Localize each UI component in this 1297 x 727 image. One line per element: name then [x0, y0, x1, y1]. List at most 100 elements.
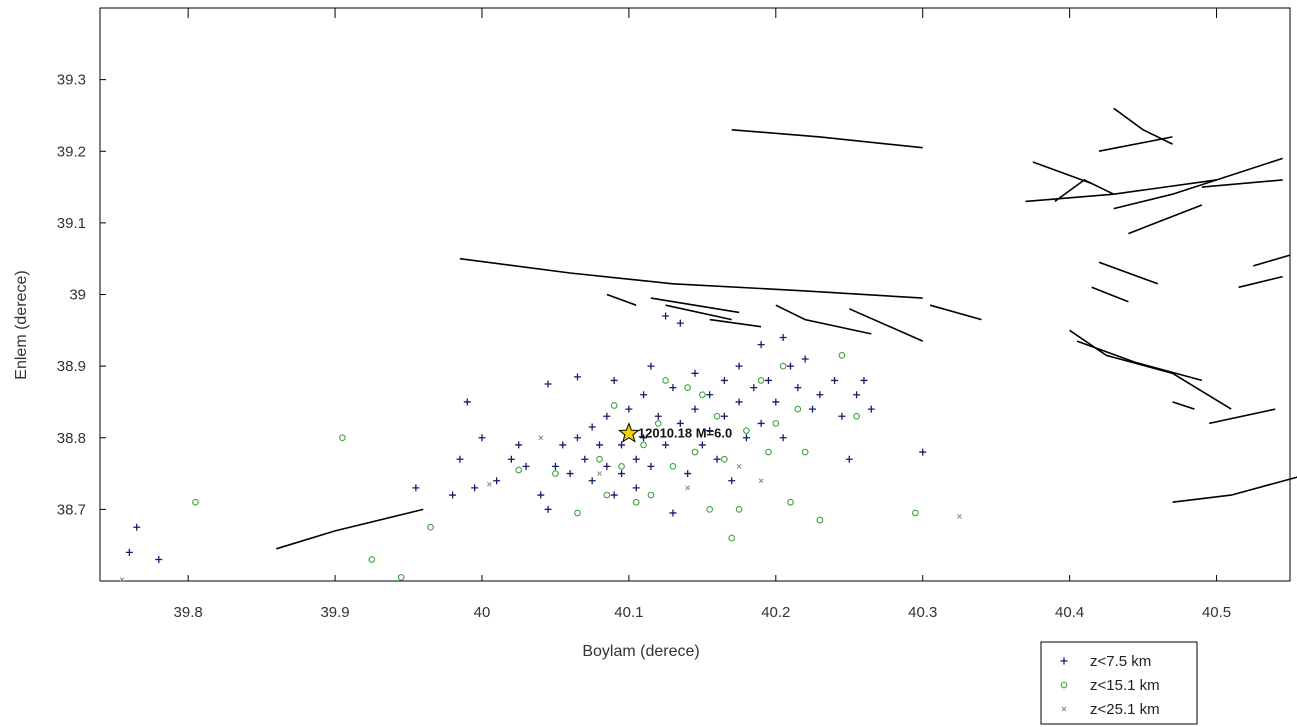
point-plus-36	[647, 362, 655, 370]
point-plus-29	[618, 441, 626, 449]
point-plus-15	[544, 380, 552, 388]
point-x-0	[119, 577, 125, 582]
point-plus-33	[632, 484, 640, 492]
point-plus-2	[155, 556, 163, 564]
point-plus-17	[559, 441, 567, 449]
point-plus-62	[772, 398, 780, 406]
point-plus-7	[471, 484, 479, 492]
fault-line-17	[1128, 204, 1203, 235]
point-plus-42	[669, 509, 677, 517]
fault-line-7	[848, 308, 924, 342]
point-plus-27	[610, 376, 618, 384]
fault-line-21	[1076, 340, 1203, 382]
point-circle-29	[772, 420, 780, 427]
point-circle-7	[574, 509, 581, 517]
mainshock-marker: 12010.18 M=6.0	[618, 422, 732, 443]
fault-line-14	[1113, 107, 1173, 145]
point-circle-30	[779, 362, 787, 370]
point-circle-14	[647, 491, 655, 499]
point-circle-11	[618, 463, 625, 470]
y-tick-label-4: 39.1	[57, 215, 86, 232]
legend: z<7.5 km z<15.1 km z<25.1 km	[1040, 641, 1198, 725]
fault-line-22	[1209, 408, 1276, 425]
point-plus-22	[588, 477, 596, 485]
point-circle-1	[339, 434, 346, 442]
point-plus-31	[625, 405, 633, 413]
fault-line-2	[606, 293, 637, 306]
legend-entry-0: z<7.5 km	[1090, 653, 1151, 670]
point-circle-15	[654, 420, 662, 427]
point-plus-20	[573, 373, 581, 381]
axis-ticks: 39.8 39.9 40 40.1 40.2 40.3 40.4 40.5 38.7 38.8 38…	[57, 8, 1231, 621]
point-plus-4	[449, 491, 457, 499]
point-circle-13	[640, 441, 647, 449]
point-plus-37	[647, 462, 655, 470]
fault-line-11	[1054, 178, 1115, 203]
point-plus-73	[853, 391, 861, 399]
point-circle-3	[397, 574, 405, 581]
x-tick-label-0: 39.8	[174, 604, 203, 621]
earthquake-points	[119, 312, 962, 582]
fault-lines	[276, 107, 1297, 550]
point-x-7	[957, 514, 962, 519]
point-plus-5	[456, 455, 464, 463]
point-plus-19	[573, 434, 581, 442]
point-circle-21	[706, 506, 714, 513]
x-tick-label-1: 39.9	[320, 604, 349, 621]
point-x-6	[758, 478, 764, 484]
point-circle-28	[765, 448, 772, 456]
point-plus-23	[588, 423, 596, 431]
point-plus-55	[735, 362, 743, 370]
point-plus-49	[706, 391, 714, 399]
point-plus-47	[691, 369, 699, 377]
y-tick-label-2: 38.9	[57, 358, 86, 375]
x-tick-label-5: 40.3	[908, 604, 937, 621]
point-x-4	[685, 485, 691, 491]
fault-line-3	[650, 297, 740, 314]
legend-marker-circle	[1060, 681, 1068, 689]
point-x-5	[736, 464, 742, 469]
point-plus-69	[816, 391, 824, 399]
fault-line-12	[1032, 161, 1092, 185]
point-x-1	[486, 481, 492, 487]
point-plus-6	[463, 398, 471, 406]
point-plus-45	[684, 470, 692, 478]
fault-line-9	[731, 129, 923, 149]
point-plus-25	[603, 462, 611, 470]
point-plus-74	[860, 376, 868, 384]
point-plus-1	[133, 523, 141, 531]
point-circle-10	[610, 402, 618, 409]
point-circle-32	[794, 405, 802, 413]
point-plus-0	[125, 548, 133, 556]
y-tick-label-6: 39.3	[57, 72, 86, 89]
legend-entry-2: z<25.1 km	[1090, 701, 1160, 718]
point-plus-34	[640, 391, 648, 399]
point-plus-70	[831, 376, 839, 384]
point-plus-28	[610, 491, 618, 499]
point-circle-8	[596, 455, 603, 463]
point-plus-75	[867, 405, 875, 413]
fault-line-1	[459, 257, 923, 299]
point-x-2	[538, 435, 544, 441]
x-tick-label-4: 40.2	[761, 604, 790, 621]
point-plus-67	[801, 355, 809, 363]
point-plus-58	[750, 384, 758, 392]
fault-line-13	[1098, 136, 1173, 152]
point-plus-68	[809, 405, 817, 413]
point-plus-40	[662, 441, 670, 449]
point-x-3	[597, 471, 602, 476]
point-circle-27	[757, 377, 765, 384]
point-plus-56	[735, 398, 743, 406]
point-plus-38	[654, 412, 662, 420]
point-circle-36	[853, 412, 860, 420]
point-circle-4	[427, 523, 434, 531]
point-plus-44	[676, 419, 684, 427]
legend-box	[1040, 641, 1198, 725]
fault-line-4	[665, 304, 732, 321]
y-tick-label-0: 38.7	[57, 501, 86, 518]
fault-line-8	[929, 304, 982, 321]
plot-area-frame	[99, 7, 1291, 582]
point-circle-37	[912, 509, 919, 517]
point-plus-63	[779, 333, 787, 341]
